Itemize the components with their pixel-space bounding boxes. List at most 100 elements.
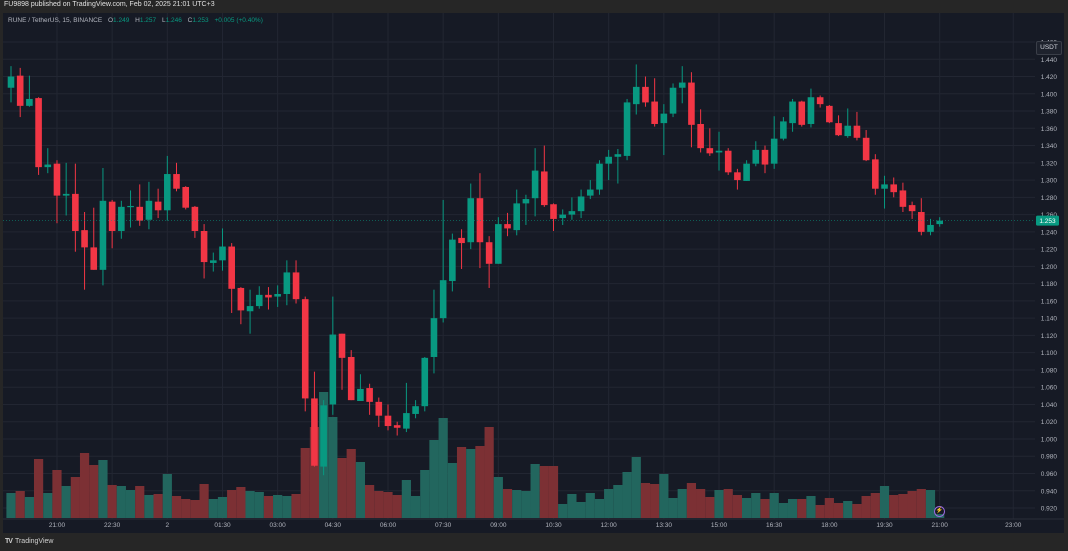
price-tick-label: 1.100 bbox=[1041, 350, 1058, 357]
candle-body bbox=[439, 280, 447, 319]
volume-bar bbox=[199, 484, 209, 518]
price-tick-label: 1.220 bbox=[1041, 247, 1058, 254]
candle-body bbox=[835, 123, 842, 136]
volume-bar bbox=[833, 503, 844, 518]
candle-body bbox=[145, 200, 153, 220]
volume-bar bbox=[861, 496, 871, 518]
candle-body bbox=[862, 137, 870, 161]
time-tick-label: 09:00 bbox=[490, 522, 507, 529]
volume-bar bbox=[466, 449, 476, 518]
price-axis: 1.4601.4401.4201.4001.3801.3601.3401.320… bbox=[1036, 40, 1059, 513]
time-tick-label: 18:00 bbox=[821, 522, 838, 529]
volume-bar bbox=[742, 498, 752, 518]
candle-body bbox=[614, 154, 622, 157]
volume-bar bbox=[787, 499, 798, 518]
volume-bar bbox=[916, 489, 926, 518]
candle-body bbox=[596, 163, 603, 190]
candle-body bbox=[513, 203, 521, 231]
volume-bar bbox=[181, 499, 191, 518]
price-tick-label: 1.380 bbox=[1041, 109, 1058, 116]
price-tick-label: 1.180 bbox=[1041, 281, 1058, 288]
volume-bar bbox=[613, 485, 623, 518]
price-tick-label: 1.120 bbox=[1041, 333, 1058, 340]
volume-bar bbox=[732, 495, 743, 518]
volume-bar bbox=[493, 477, 503, 518]
candle-body bbox=[485, 242, 493, 264]
candle-body bbox=[807, 97, 815, 124]
chart-panel[interactable] bbox=[3, 13, 1064, 533]
time-tick-label: 04:30 bbox=[325, 522, 342, 529]
lightning-icon[interactable]: ⚡ bbox=[934, 506, 945, 517]
volume-bar bbox=[227, 490, 237, 518]
time-axis: 21:00 22:30 2 01:30 03:00 04:30 06:00 07:30 09:0… bbox=[49, 522, 1022, 529]
candle-body bbox=[789, 101, 796, 124]
high-label: H bbox=[135, 17, 140, 24]
candle-body bbox=[7, 76, 15, 88]
time-tick-label: 06:00 bbox=[380, 522, 397, 529]
candle-body bbox=[816, 97, 824, 105]
candle-body bbox=[209, 260, 217, 263]
volume-bar bbox=[52, 470, 62, 518]
volume-bar bbox=[898, 494, 908, 518]
candle-body bbox=[449, 239, 456, 282]
candle-body bbox=[504, 224, 511, 229]
volume-bar bbox=[870, 493, 880, 518]
symbol-name[interactable]: RUNE / TetherUS, 15, BINANCE bbox=[8, 17, 103, 24]
footer-brand[interactable]: TradingView bbox=[14, 538, 54, 545]
volume-bar bbox=[61, 486, 71, 518]
low-value: 1.246 bbox=[165, 17, 182, 24]
volume-bar bbox=[604, 489, 614, 518]
candle-body bbox=[908, 205, 916, 212]
volume-bars bbox=[6, 392, 945, 518]
close-value: 1.253 bbox=[192, 17, 209, 24]
volume-bar bbox=[282, 496, 292, 518]
time-tick-label: 01:30 bbox=[214, 522, 231, 529]
candle-body bbox=[853, 125, 861, 138]
currency-button[interactable]: USDT bbox=[1036, 41, 1062, 55]
volume-bar bbox=[548, 466, 559, 518]
candle-body bbox=[108, 201, 116, 231]
volume-bar bbox=[217, 497, 228, 518]
price-tick-label: 1.300 bbox=[1041, 178, 1058, 185]
volume-bar bbox=[677, 489, 687, 518]
volume-bar bbox=[171, 496, 182, 518]
candle-body bbox=[246, 306, 254, 312]
time-tick-label: 19:30 bbox=[876, 522, 893, 529]
candle-body bbox=[559, 214, 566, 219]
candle-body bbox=[81, 230, 88, 248]
candle-body bbox=[430, 318, 438, 357]
candle-body bbox=[936, 220, 943, 225]
candle-body bbox=[660, 113, 668, 124]
candle-body bbox=[136, 206, 144, 221]
candle-body bbox=[890, 184, 898, 193]
candle-body bbox=[421, 357, 429, 407]
volume-bar bbox=[852, 504, 862, 518]
volume-bar bbox=[337, 458, 347, 518]
volume-bar bbox=[392, 495, 402, 518]
time-tick-label: 23:00 bbox=[1005, 522, 1022, 529]
candle-body bbox=[403, 413, 410, 429]
volume-bar bbox=[769, 493, 779, 518]
volume-bar bbox=[125, 490, 136, 518]
current-price-label: 1.253 bbox=[1039, 218, 1056, 225]
candle-body bbox=[642, 86, 649, 103]
volume-bar bbox=[447, 463, 457, 518]
candle-body bbox=[357, 388, 364, 402]
volume-bar bbox=[521, 491, 531, 518]
candle-body bbox=[237, 287, 245, 311]
tradingview-logo-icon: TV bbox=[5, 538, 13, 545]
volume-bar bbox=[24, 497, 34, 518]
time-tick-label: 13:30 bbox=[656, 522, 673, 529]
volume-bar bbox=[594, 499, 605, 518]
candle-body bbox=[467, 198, 475, 243]
price-tick-label: 1.400 bbox=[1041, 91, 1058, 98]
volume-bar bbox=[696, 489, 706, 518]
volume-bar bbox=[576, 502, 586, 518]
price-tick-label: 1.280 bbox=[1041, 195, 1058, 202]
time-tick-label: 16:30 bbox=[766, 522, 783, 529]
volume-bar bbox=[567, 494, 577, 518]
volume-bar bbox=[273, 495, 283, 518]
volume-bar bbox=[907, 491, 917, 518]
volume-bar bbox=[879, 486, 890, 518]
